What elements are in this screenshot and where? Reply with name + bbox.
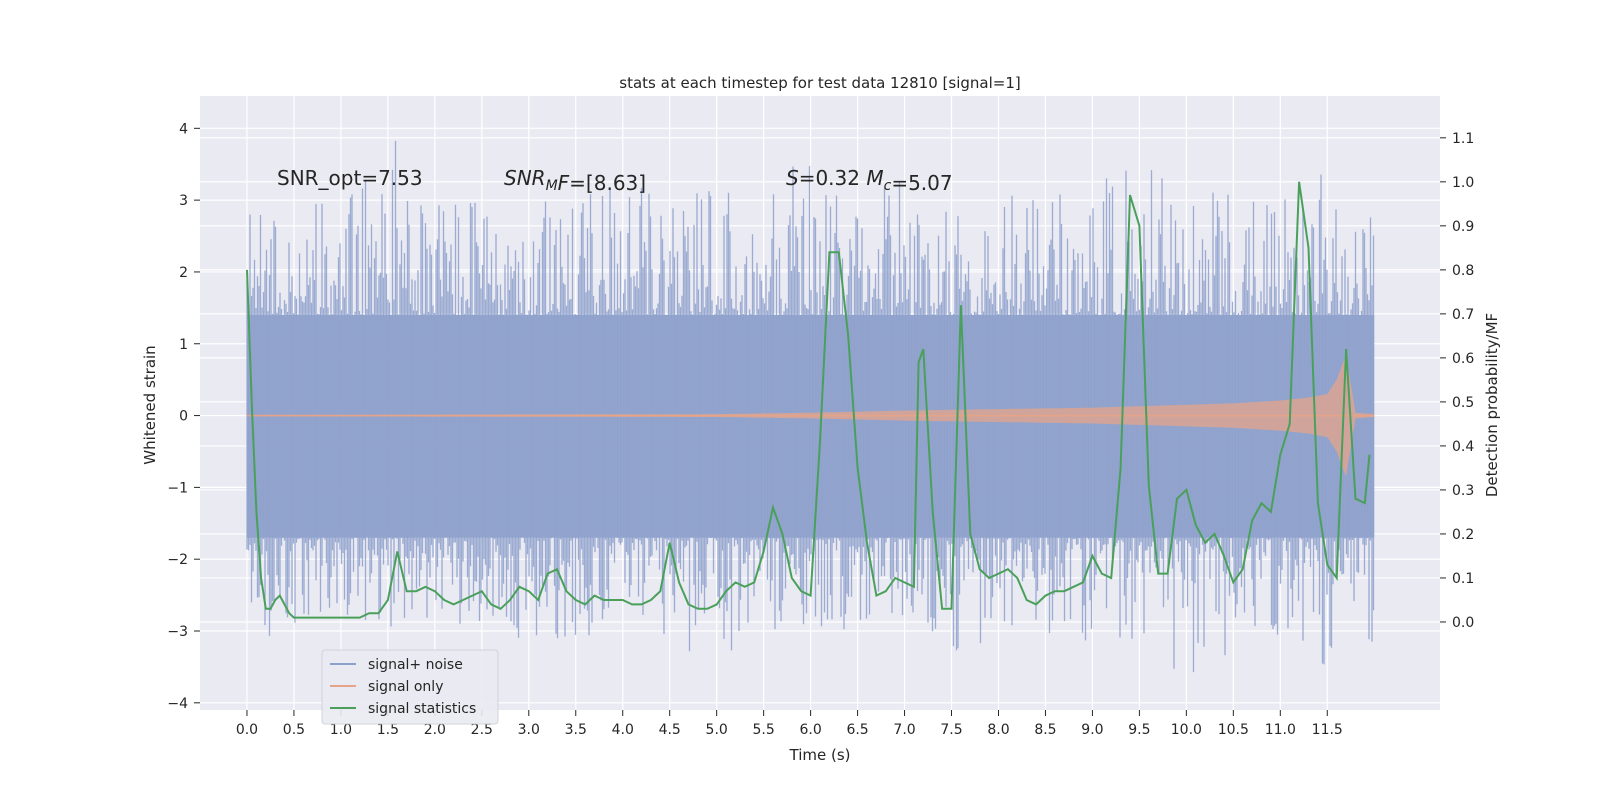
y-tick-label: −3 [167, 624, 188, 640]
annotation-part: SNR [504, 166, 546, 190]
y-tick-label: 4 [179, 121, 188, 137]
x-tick-label: 9.0 [1081, 722, 1103, 738]
annotation-part: M [546, 178, 558, 194]
y-tick-label: −4 [167, 696, 188, 712]
x-tick-label: 11.5 [1312, 722, 1343, 738]
annotation-part: =0.32 [799, 166, 867, 190]
legend: signal+ noise signal only signal statistic… [321, 649, 499, 725]
y-tick-label: 2 [179, 265, 188, 281]
legend-label: signal+ noise [368, 657, 463, 673]
y-tick-label-right: 0.7 [1452, 307, 1474, 323]
x-tick-label: 2.5 [471, 722, 493, 738]
annotation-part: F [558, 171, 570, 195]
annotation-part: c [884, 178, 892, 194]
x-tick-label: 10.0 [1171, 722, 1202, 738]
x-tick-label: 1.0 [330, 722, 352, 738]
y-axis-label-right: Detection probability/MF [1483, 313, 1501, 497]
y-tick-label-right: 0.5 [1452, 395, 1474, 411]
annotation-part: S [786, 166, 799, 190]
x-tick-label: 5.5 [753, 722, 775, 738]
x-tick-label: 6.5 [846, 722, 868, 738]
annotation-part: =[8.63] [569, 171, 646, 195]
y-tick-label: −2 [167, 552, 188, 568]
x-tick-label: 7.0 [893, 722, 915, 738]
annotation-3: S=0.32 Mc=5.07 [786, 166, 953, 195]
annotation-part: M [866, 166, 883, 190]
x-tick-label: 6.0 [799, 722, 821, 738]
y-tick-label-right: 0.6 [1452, 351, 1474, 367]
x-tick-label: 11.0 [1265, 722, 1296, 738]
x-tick-label: 1.5 [377, 722, 399, 738]
legend-box [321, 649, 499, 725]
x-tick-label: 8.5 [1034, 722, 1056, 738]
x-tick-label: 0.0 [236, 722, 258, 738]
x-tick-label: 5.0 [706, 722, 728, 738]
x-tick-label: 3.5 [565, 722, 587, 738]
y-tick-label-right: 0.9 [1452, 219, 1474, 235]
signal-statistics-series [246, 181, 1371, 619]
y-tick-label-right: 1.1 [1452, 131, 1474, 147]
chart-title: stats at each timestep for test data 128… [619, 74, 1020, 92]
legend-label: signal only [368, 679, 443, 695]
annotation-part: =5.07 [891, 171, 952, 195]
y-tick-label: 1 [179, 337, 188, 353]
annotation-2: SNRMF=[8.63] [504, 166, 646, 195]
legend-label: signal statistics [368, 701, 476, 717]
y-tick-label-right: 0.1 [1452, 571, 1474, 587]
x-axis-label: Time (s) [789, 746, 851, 764]
y-tick-label-right: 0.2 [1452, 527, 1474, 543]
y-axis-label: Whitened strain [141, 345, 159, 464]
y-tick-label-right: 0.0 [1452, 615, 1474, 631]
x-tick-label: 0.5 [283, 722, 305, 738]
x-tick-label: 7.5 [940, 722, 962, 738]
y-tick-label-right: 0.4 [1452, 439, 1474, 455]
annotation-1: SNR_opt=7.53 [277, 166, 423, 190]
x-tick-label: 9.5 [1128, 722, 1150, 738]
y-tick-label: 0 [179, 409, 188, 425]
y-tick-label-right: 0.3 [1452, 483, 1474, 499]
x-tick-label: 10.5 [1218, 722, 1249, 738]
x-tick-label: 8.0 [987, 722, 1009, 738]
y-tick-label: 3 [179, 193, 188, 209]
x-tick-label: 4.0 [612, 722, 634, 738]
x-tick-label: 2.0 [424, 722, 446, 738]
y-tick-label-right: 0.8 [1452, 263, 1474, 279]
x-tick-label: 3.0 [518, 722, 540, 738]
x-tick-label: 4.5 [659, 722, 681, 738]
y-tick-label: −1 [167, 480, 188, 496]
annotation-part: SNR_opt=7.53 [277, 166, 423, 190]
y-tick-label-right: 1.0 [1452, 175, 1474, 191]
